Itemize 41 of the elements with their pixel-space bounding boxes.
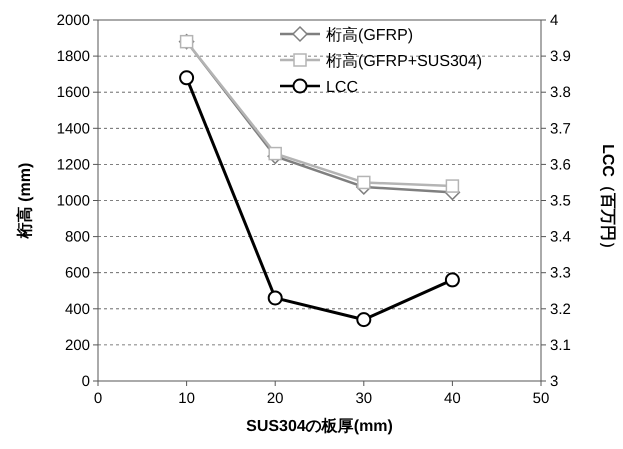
y2-tick-label: 3.5 — [550, 192, 571, 210]
y-tick-label: 1000 — [56, 192, 90, 210]
x-tick-label: 40 — [444, 390, 461, 407]
y2-tick-label: 3.1 — [550, 336, 571, 354]
x-tick-label: 20 — [266, 390, 284, 407]
y2-tick-label: 3 — [550, 373, 558, 390]
point — [268, 146, 282, 160]
y2-tick-label: 4 — [550, 12, 558, 29]
point — [357, 176, 371, 190]
x-tick-label: 30 — [355, 390, 372, 407]
y-tick-label: 1400 — [56, 120, 90, 138]
y-tick-label: 2000 — [56, 12, 90, 29]
point — [356, 312, 372, 328]
x-tick-label: 10 — [178, 390, 195, 407]
point — [444, 272, 460, 288]
x-tick-label: 0 — [94, 390, 102, 407]
y-tick-label: 600 — [64, 264, 90, 282]
y2-axis-title: LCC（百万円） — [599, 144, 616, 257]
legend-label: LCC — [326, 79, 358, 96]
y-tick-label: 0 — [82, 373, 90, 390]
point — [268, 290, 283, 306]
y2-tick-label: 3.7 — [550, 120, 571, 138]
y-tick-label: 200 — [64, 336, 90, 354]
y2-tick-label: 3.9 — [550, 48, 571, 66]
x-tick-label: 50 — [532, 390, 550, 407]
y-axis-title: 桁高 (mm) — [15, 162, 34, 240]
y2-tick-label: 3.2 — [550, 300, 571, 318]
y2-tick-label: 3.3 — [550, 264, 571, 282]
y-tick-label: 800 — [64, 228, 90, 246]
y-tick-label: 400 — [64, 300, 90, 318]
y2-tick-label: 3.4 — [550, 228, 571, 246]
point — [179, 70, 194, 86]
y2-tick-label: 3.8 — [550, 84, 571, 102]
point — [446, 179, 460, 193]
y2-tick-label: 3.6 — [550, 156, 571, 174]
y-tick-label: 1600 — [56, 84, 90, 102]
legend-label: 桁高(GFRP+SUS304) — [326, 52, 482, 70]
y-tick-label: 1800 — [56, 48, 90, 66]
y-tick-label: 1200 — [56, 156, 90, 174]
x-axis-title: SUS304の板厚(mm) — [246, 417, 393, 435]
legend-label: 桁高(GFRP) — [326, 26, 414, 44]
